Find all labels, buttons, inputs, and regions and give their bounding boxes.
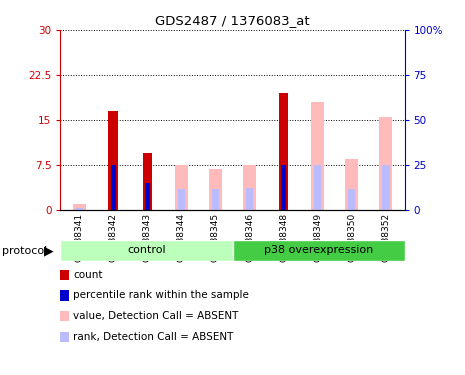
- Bar: [60, 240, 232, 261]
- Bar: [379, 117, 392, 210]
- Bar: [73, 204, 86, 210]
- Bar: [243, 165, 256, 210]
- Bar: [281, 165, 286, 210]
- Bar: [75, 208, 83, 210]
- Bar: [209, 169, 222, 210]
- Text: control: control: [127, 245, 166, 255]
- Bar: [345, 159, 358, 210]
- Bar: [143, 153, 152, 210]
- Bar: [144, 192, 151, 210]
- Bar: [382, 165, 390, 210]
- Text: count: count: [73, 270, 103, 280]
- Text: protocol: protocol: [2, 246, 47, 256]
- Title: GDS2487 / 1376083_at: GDS2487 / 1376083_at: [155, 15, 310, 27]
- Text: value, Detection Call = ABSENT: value, Detection Call = ABSENT: [73, 311, 239, 321]
- Text: p38 overexpression: p38 overexpression: [264, 245, 373, 255]
- Bar: [212, 189, 219, 210]
- Bar: [232, 240, 405, 261]
- Bar: [348, 189, 355, 210]
- Bar: [178, 189, 185, 210]
- Bar: [314, 165, 321, 210]
- Bar: [279, 93, 288, 210]
- Bar: [246, 188, 253, 210]
- Text: rank, Detection Call = ABSENT: rank, Detection Call = ABSENT: [73, 332, 234, 342]
- Bar: [145, 183, 150, 210]
- Text: ▶: ▶: [44, 245, 53, 258]
- Bar: [111, 165, 116, 210]
- Bar: [108, 111, 118, 210]
- Bar: [311, 102, 324, 210]
- Text: percentile rank within the sample: percentile rank within the sample: [73, 291, 249, 300]
- Bar: [175, 165, 188, 210]
